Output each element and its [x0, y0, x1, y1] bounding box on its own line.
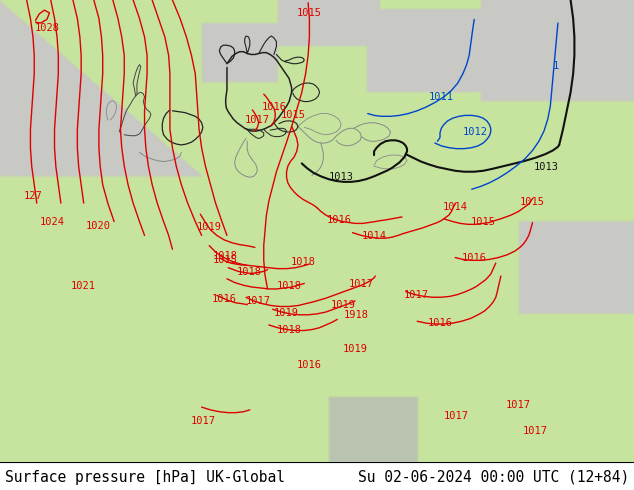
Text: 1014: 1014 — [443, 202, 468, 212]
Text: 1016: 1016 — [427, 318, 453, 328]
Text: 1017: 1017 — [190, 416, 216, 426]
Text: 1: 1 — [552, 61, 559, 71]
Text: 1015: 1015 — [520, 197, 545, 207]
Text: 1011: 1011 — [429, 92, 454, 102]
Text: 1018: 1018 — [276, 281, 302, 291]
Text: 1017: 1017 — [246, 296, 271, 306]
Text: 1018: 1018 — [236, 267, 262, 277]
Text: 1018: 1018 — [213, 251, 238, 261]
Text: 1020: 1020 — [86, 221, 111, 231]
Text: 1015: 1015 — [470, 218, 496, 227]
Text: 1015: 1015 — [297, 8, 322, 18]
Text: 1015: 1015 — [281, 110, 306, 121]
Text: 1024: 1024 — [39, 217, 65, 226]
Text: 1013: 1013 — [534, 162, 559, 172]
Text: 1017: 1017 — [244, 115, 269, 125]
Text: 1012: 1012 — [463, 127, 488, 137]
Text: Surface pressure [hPa] UK-Global: Surface pressure [hPa] UK-Global — [5, 470, 285, 485]
Text: 1021: 1021 — [71, 281, 96, 291]
Text: 1017: 1017 — [522, 426, 548, 436]
Text: 1019: 1019 — [331, 300, 356, 310]
Text: 1016: 1016 — [327, 215, 352, 225]
Text: 1017: 1017 — [403, 291, 429, 300]
Text: Su 02-06-2024 00:00 UTC (12+84): Su 02-06-2024 00:00 UTC (12+84) — [358, 470, 629, 485]
Text: 1017: 1017 — [444, 411, 469, 421]
Text: 127: 127 — [23, 191, 42, 201]
Text: 1016: 1016 — [297, 360, 322, 369]
Text: 1017: 1017 — [506, 400, 531, 410]
Text: 1019: 1019 — [274, 308, 299, 318]
Text: 1018: 1018 — [290, 257, 316, 267]
Text: 1918: 1918 — [344, 310, 369, 320]
Text: 1016: 1016 — [462, 253, 487, 264]
Text: 1015: 1015 — [213, 255, 238, 265]
Text: 1019: 1019 — [197, 222, 222, 232]
Text: 1018: 1018 — [276, 324, 302, 335]
Text: 1017: 1017 — [349, 279, 374, 289]
Text: 1016: 1016 — [212, 294, 237, 304]
Text: 1016: 1016 — [261, 102, 287, 112]
Text: 1019: 1019 — [342, 344, 368, 354]
Text: 1013: 1013 — [328, 172, 354, 182]
Text: 1014: 1014 — [361, 231, 387, 242]
Text: 1028: 1028 — [34, 23, 60, 33]
